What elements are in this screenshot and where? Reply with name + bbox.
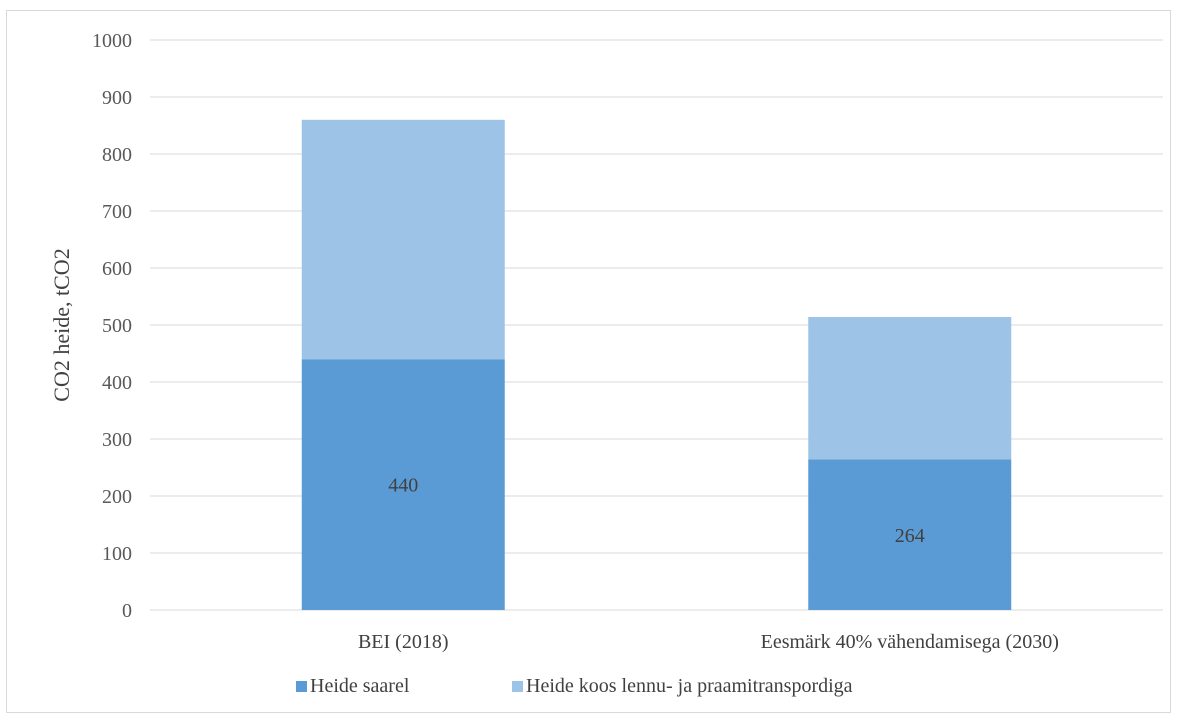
legend: Heide saarel Heide koos lennu- ja praamit…	[296, 675, 853, 697]
bar-1-1	[301, 359, 505, 610]
legend-label-1: Heide saarel	[310, 675, 410, 697]
y-tick-label: 200	[102, 486, 132, 508]
y-tick-label: 400	[102, 372, 132, 394]
data-label: 264	[895, 525, 925, 547]
bar-2-1	[301, 119, 505, 360]
y-tick-label: 800	[102, 144, 132, 166]
y-tick-label: 300	[102, 429, 132, 451]
bar-2-2	[808, 317, 1012, 460]
bar-1-2	[808, 459, 1012, 610]
bars	[301, 119, 1012, 610]
y-axis-label: CO2 heide, tCO2	[49, 248, 74, 401]
y-tick-label: 1000	[92, 30, 132, 52]
y-tick-label: 600	[102, 258, 132, 280]
data-label: 440	[388, 475, 418, 497]
legend-swatch-1	[296, 681, 307, 692]
legend-label-2: Heide koos lennu- ja praamitranspordiga	[526, 675, 853, 697]
data-labels: 440 264	[388, 475, 925, 547]
category-labels: BEI (2018) Eesmärk 40% vähendamisega (203…	[358, 631, 1059, 653]
y-tick-labels: 0 100 200 300 400 500 600 700 800 900 1000	[92, 30, 132, 622]
category-label: BEI (2018)	[358, 631, 449, 653]
y-tick-label: 500	[102, 315, 132, 337]
category-label: Eesmärk 40% vähendamisega (2030)	[761, 631, 1059, 653]
y-tick-label: 700	[102, 201, 132, 223]
y-tick-label: 0	[122, 600, 132, 622]
legend-swatch-2	[512, 681, 523, 692]
y-tick-label: 100	[102, 543, 132, 565]
y-tick-label: 900	[102, 87, 132, 109]
